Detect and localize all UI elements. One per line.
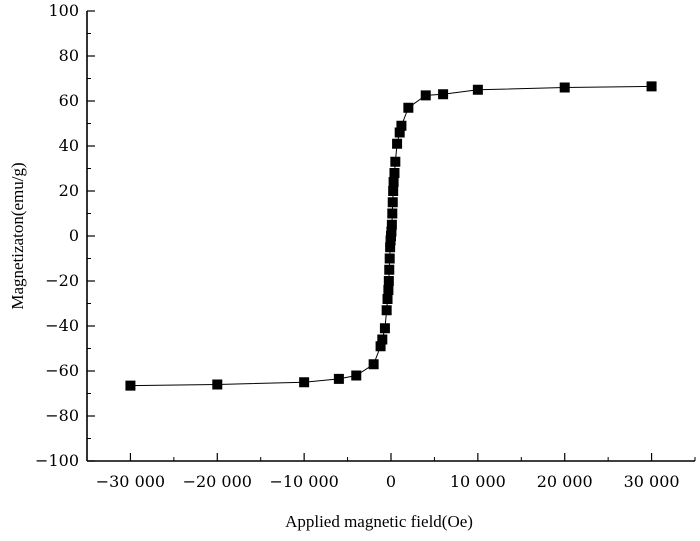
data-point: [383, 285, 394, 295]
x-tick-label: 20 000: [537, 472, 593, 491]
x-tick-label: −20 000: [183, 472, 252, 491]
data-point: [386, 219, 397, 230]
data-point: [472, 84, 483, 95]
data-point: [396, 120, 407, 131]
y-tick-label: 100: [48, 1, 79, 20]
data-point: [382, 294, 393, 304]
y-tick-label: −40: [45, 316, 79, 335]
tick-labels: −100 −80 −60 −40 −20 0 20 40 60 80 100 −30 000 −20 0…: [35, 1, 680, 491]
y-tick-label: 20: [59, 181, 79, 200]
data-point: [388, 186, 399, 196]
data-point: [390, 156, 401, 167]
data-point: [387, 197, 398, 208]
data-point: [384, 264, 395, 275]
data-point: [379, 323, 390, 334]
data-point: [299, 377, 310, 388]
data-point: [368, 359, 379, 370]
data-point: [384, 253, 395, 264]
x-tick-label: 10 000: [450, 472, 506, 491]
data-point: [351, 370, 362, 381]
data-point: [646, 81, 657, 92]
data-point: [403, 102, 414, 113]
ticks: [86, 10, 696, 462]
data-point: [125, 380, 136, 391]
x-tick-label: −10 000: [269, 472, 338, 491]
y-tick-label: −100: [35, 451, 79, 470]
data-point: [375, 341, 386, 352]
data-point: [559, 82, 570, 93]
data-point: [420, 90, 431, 101]
x-tick-label: 30 000: [624, 472, 680, 491]
data-point: [392, 138, 403, 149]
y-tick-label: −60: [45, 361, 79, 380]
data-point: [388, 177, 399, 187]
data-point: [389, 168, 400, 178]
y-tick-label: 40: [59, 136, 79, 155]
data-point: [377, 334, 388, 345]
data-points: [125, 81, 657, 391]
data-point: [387, 208, 398, 219]
y-tick-label: 80: [59, 46, 79, 65]
x-axis-label: Applied magnetic field(Oe): [285, 512, 473, 531]
y-tick-label: −20: [45, 271, 79, 290]
y-tick-label: 60: [59, 91, 79, 110]
data-point: [385, 242, 396, 253]
data-point: [383, 276, 394, 286]
data-point: [438, 89, 449, 100]
y-axis-label: Magnetizaton(emu/g): [8, 162, 27, 309]
y-tick-label: 0: [69, 226, 79, 245]
data-point: [381, 305, 392, 316]
data-point: [212, 379, 223, 390]
data-point: [386, 226, 397, 237]
data-point: [394, 127, 405, 138]
data-point: [333, 373, 344, 384]
y-tick-label: −80: [45, 406, 79, 425]
x-tick-label: 0: [386, 472, 396, 491]
x-tick-label: −30 000: [96, 472, 165, 491]
